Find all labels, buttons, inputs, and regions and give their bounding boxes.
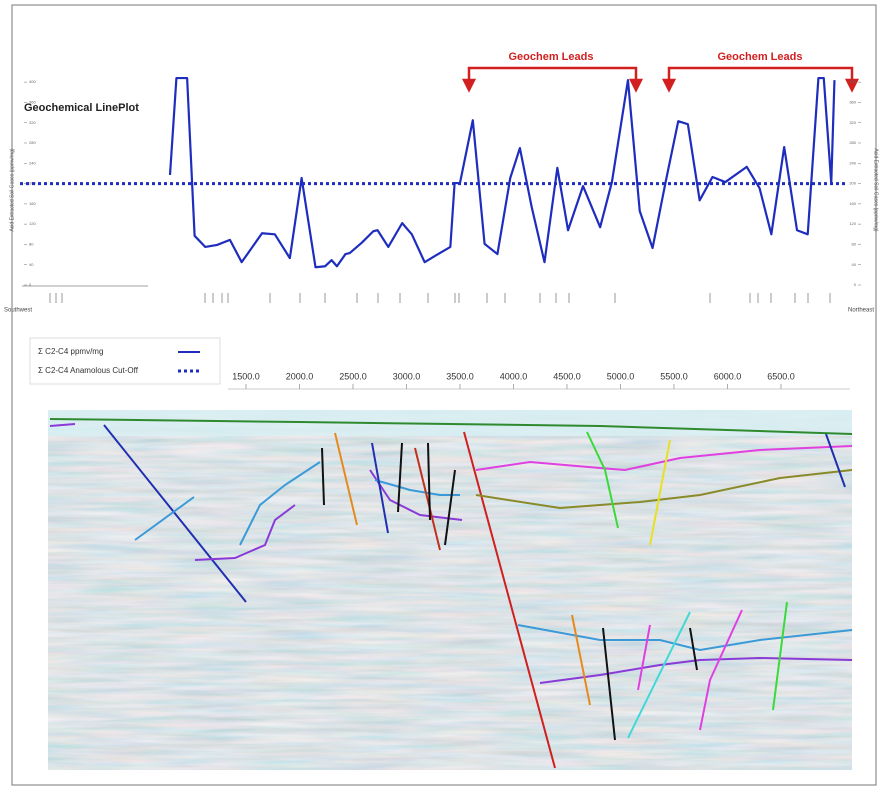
x-tick-label: 2000.0 xyxy=(286,371,314,381)
data-line xyxy=(168,76,836,269)
y2-axis-label: Acid Extracted Soil Gases (ppmv/mg) xyxy=(873,148,879,231)
legend-label: Σ C2-C4 Anamolous Cut-Off xyxy=(38,366,139,375)
y2-tick-label: 360 xyxy=(849,99,856,104)
legend-box xyxy=(29,337,221,385)
y-tick-label: 360 xyxy=(29,99,36,104)
seismic-section xyxy=(48,410,852,770)
y-tick-label: 120 xyxy=(29,221,36,226)
y-axis-label: Acid Extracted Soil Gases (ppmv/mg) xyxy=(9,148,15,231)
y-tick-label: 320 xyxy=(29,120,36,125)
y2-tick-label: 0 xyxy=(854,282,857,287)
y2-tick-label: 120 xyxy=(849,221,856,226)
y-tick-label: 80 xyxy=(29,241,34,246)
y-tick-label: 400 xyxy=(29,79,36,84)
y2-tick-label: 160 xyxy=(849,201,856,206)
chart-title: Geochemical LinePlot xyxy=(24,102,139,114)
y-tick-label: 240 xyxy=(29,160,36,165)
annotation: Geochem Leads xyxy=(509,51,594,63)
x-tick-label: 6000.0 xyxy=(714,371,742,381)
station-ticks xyxy=(49,293,831,303)
right-end-label: Northeast xyxy=(848,308,874,314)
legend-label: Σ C2-C4 ppmv/mg xyxy=(38,347,103,356)
y-tick-label: 0 xyxy=(29,282,32,287)
y2-tick-label: 80 xyxy=(852,241,857,246)
interpretation-lines xyxy=(49,418,853,769)
y2-tick-label: 280 xyxy=(849,140,856,145)
y2-tick-label: 320 xyxy=(849,120,856,125)
x-tick-label: 5000.0 xyxy=(607,371,635,381)
x-tick-label: 3500.0 xyxy=(446,371,474,381)
y2-tick-label: 240 xyxy=(849,160,856,165)
x-tick-label: 1500.0 xyxy=(232,371,260,381)
y-tick-label: 160 xyxy=(29,201,36,206)
x-tick-label: 4000.0 xyxy=(500,371,528,381)
x-tick-label: 6500.0 xyxy=(767,371,795,381)
x-tick-label: 4500.0 xyxy=(553,371,581,381)
y-tick-label: 280 xyxy=(29,140,36,145)
lead-brackets xyxy=(461,66,860,93)
x-tick-label: 3000.0 xyxy=(393,371,421,381)
y2-tick-label: 400 xyxy=(849,79,856,84)
left-end-label: Southwest xyxy=(4,308,32,314)
y-tick-label: 40 xyxy=(29,262,34,267)
annotation: Geochem Leads xyxy=(718,51,803,63)
y2-tick-label: 40 xyxy=(852,262,857,267)
x-tick-label: 5500.0 xyxy=(660,371,688,381)
y2-tick-label: 200 xyxy=(849,181,856,186)
x-tick-label: 2500.0 xyxy=(339,371,367,381)
